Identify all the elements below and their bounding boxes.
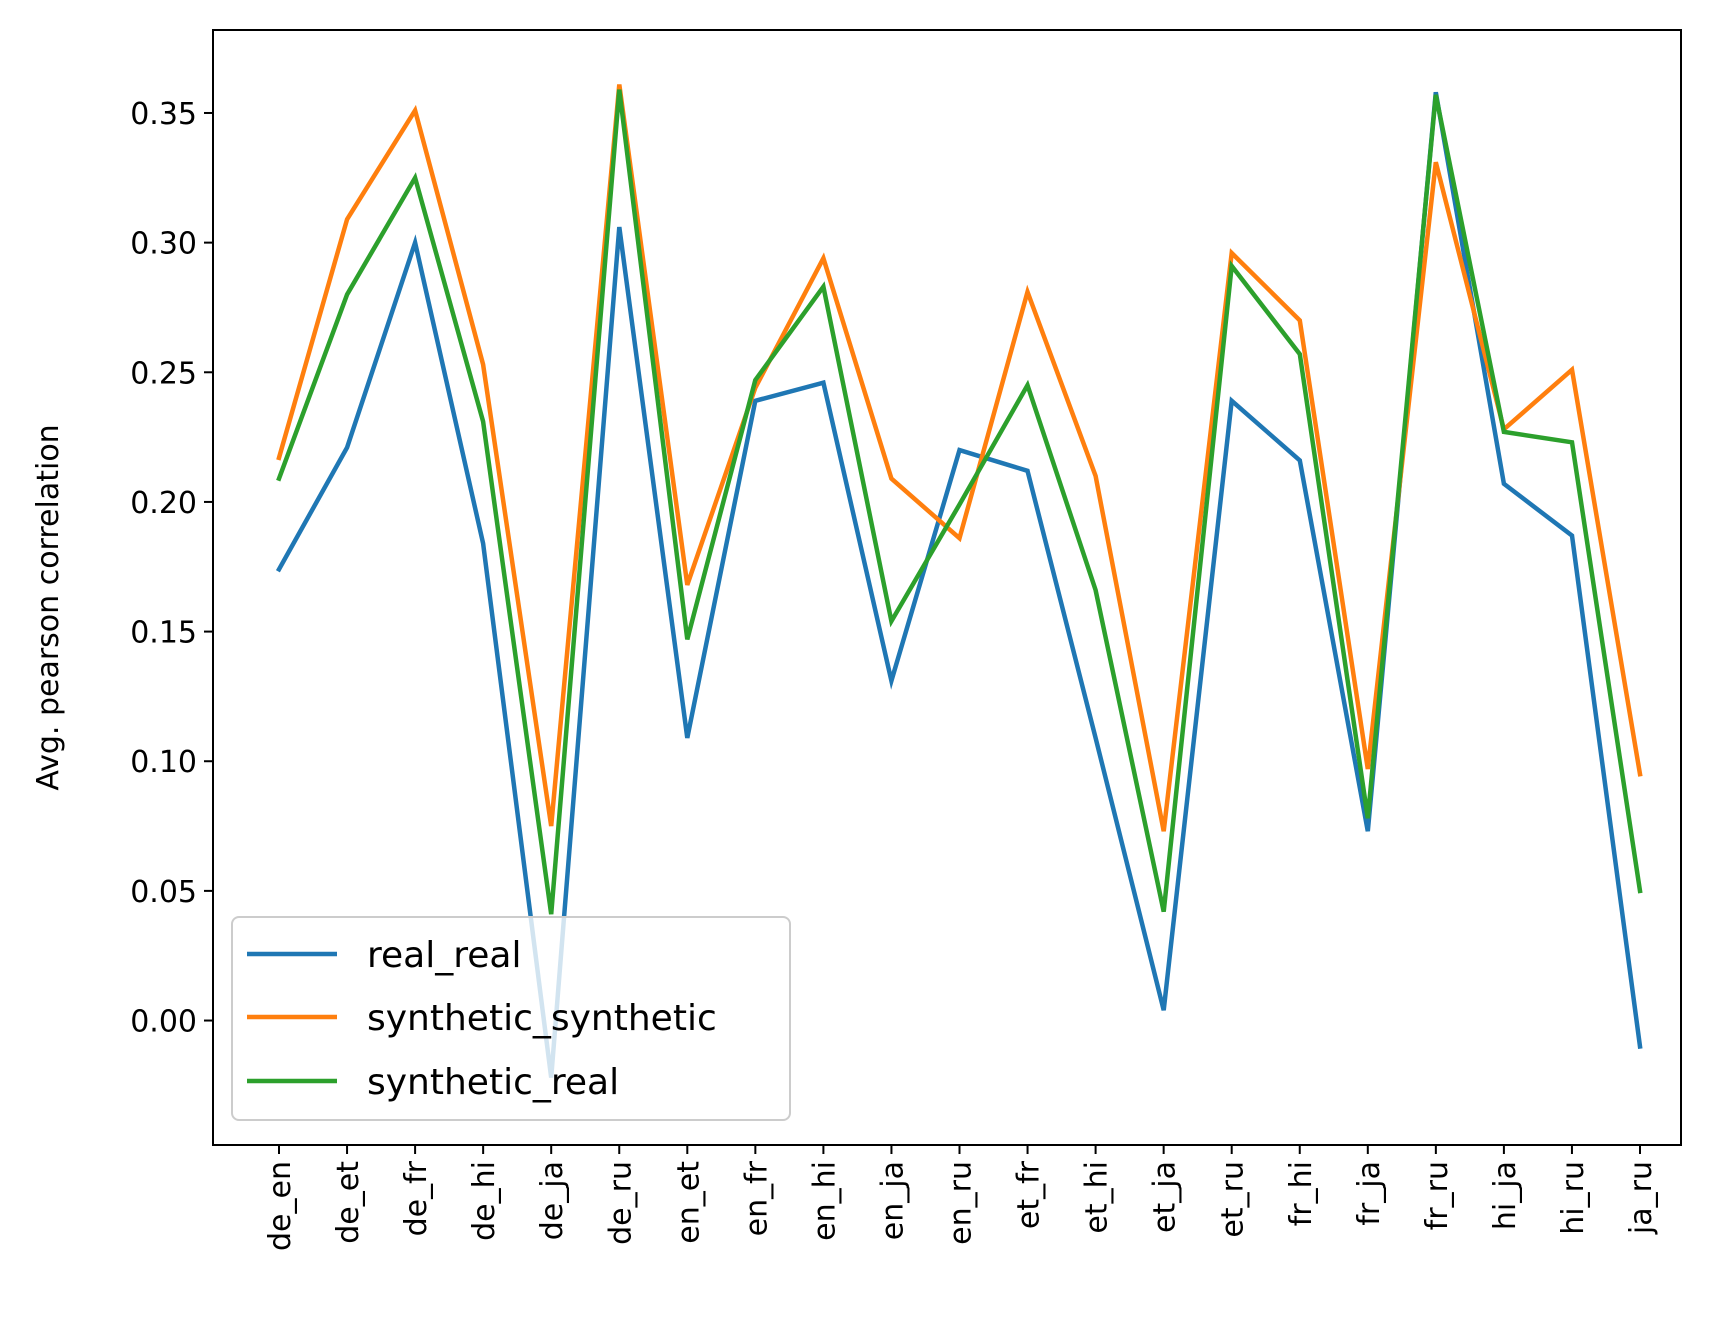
x-tick-label: et_hi bbox=[1080, 1161, 1115, 1234]
x-tick-label: de_fr bbox=[399, 1160, 434, 1236]
y-tick-label: 0.25 bbox=[130, 356, 197, 391]
y-tick-label: 0.35 bbox=[130, 97, 197, 132]
x-tick-label: et_fr bbox=[1012, 1160, 1047, 1229]
x-tick-label: ja_ru bbox=[1624, 1161, 1659, 1235]
legend-box bbox=[231, 916, 791, 1121]
x-tick-label: hi_ja bbox=[1488, 1161, 1523, 1230]
series-line-synthetic-synthetic bbox=[276, 84, 1643, 832]
y-axis: 0.00 0.05 0.10 0.15 0.20 0.25 0.30 0.35 bbox=[130, 97, 213, 1040]
x-tick-label: et_ru bbox=[1216, 1161, 1251, 1238]
x-tick-label: de_hi bbox=[467, 1161, 502, 1241]
y-tick-label: 0.15 bbox=[130, 616, 197, 651]
y-tick-label: 0.20 bbox=[130, 486, 197, 521]
x-tick-label: fr_ru bbox=[1420, 1161, 1455, 1230]
series-line-synthetic-real bbox=[276, 89, 1643, 915]
x-tick-label: en_fr bbox=[739, 1160, 774, 1236]
x-tick-label: fr_hi bbox=[1284, 1161, 1319, 1226]
y-tick-label: 0.05 bbox=[130, 875, 197, 910]
y-tick-label: 0.10 bbox=[130, 745, 197, 780]
x-tick-label: en_hi bbox=[807, 1161, 842, 1241]
x-tick-label: de_ru bbox=[603, 1161, 638, 1245]
x-tick-label: et_ja bbox=[1148, 1161, 1183, 1233]
x-tick-label: hi_ru bbox=[1556, 1161, 1591, 1235]
x-tick-label: en_ru bbox=[944, 1161, 979, 1245]
x-tick-label: en_et bbox=[671, 1161, 706, 1244]
y-tick-label: 0.00 bbox=[130, 1005, 197, 1040]
x-tick-label: fr_ja bbox=[1352, 1161, 1387, 1226]
legend-label: real_real bbox=[367, 935, 521, 976]
series-layer bbox=[275, 84, 1643, 1078]
legend-label: synthetic_synthetic bbox=[367, 998, 717, 1039]
x-axis: de_en de_et de_fr de_hi de_ja de_ru en_et en_fr… bbox=[263, 1145, 1659, 1251]
y-axis-label: Avg. pearson correlation bbox=[31, 424, 66, 790]
legend: real_real synthetic_synthetic synthetic_re… bbox=[231, 916, 791, 1121]
x-tick-label: de_ja bbox=[535, 1161, 570, 1240]
x-tick-label: de_et bbox=[331, 1161, 366, 1244]
x-tick-label: en_ja bbox=[875, 1161, 910, 1240]
y-tick-label: 0.30 bbox=[130, 227, 197, 262]
legend-label: synthetic_real bbox=[367, 1062, 619, 1103]
x-tick-label: de_en bbox=[263, 1161, 298, 1251]
